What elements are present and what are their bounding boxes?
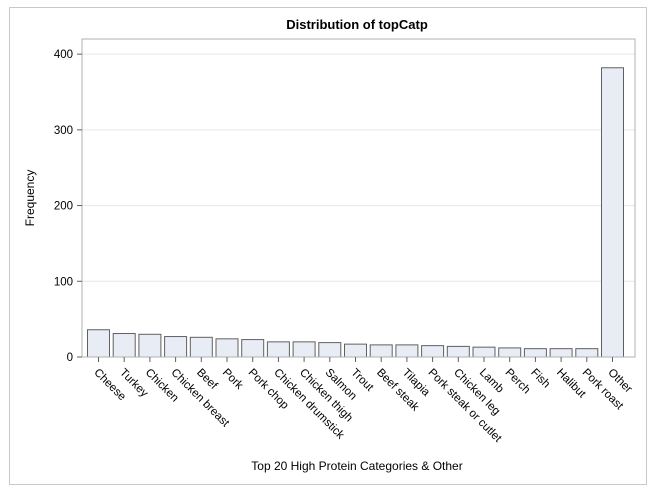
bar-fish bbox=[523, 348, 547, 358]
bar-turkey bbox=[112, 333, 136, 358]
y-tick-label: 0 bbox=[67, 352, 73, 364]
y-axis-ticks: 0 100 200 300 400 bbox=[54, 49, 82, 364]
chart-title: Distribution of topCatp bbox=[286, 17, 428, 32]
bar-chicken-drumstick bbox=[266, 341, 290, 358]
grid-lines bbox=[82, 53, 635, 282]
bar-chicken-leg bbox=[446, 345, 470, 358]
bar-pork-steak-or-cutlet bbox=[421, 345, 445, 358]
bar-chicken-thigh bbox=[292, 341, 316, 358]
bar-salmon bbox=[318, 342, 342, 358]
bar-beef bbox=[189, 336, 213, 358]
bar-perch bbox=[498, 347, 522, 358]
x-category-label: Pork bbox=[220, 367, 245, 392]
bar-chicken-breast bbox=[164, 336, 188, 358]
bar-tilapia bbox=[395, 344, 419, 358]
bar-pork-chop bbox=[241, 339, 265, 358]
bar-cheese bbox=[87, 329, 110, 358]
bar-trout bbox=[344, 343, 367, 358]
bar-other bbox=[601, 67, 624, 358]
bar-beef-steak bbox=[369, 344, 393, 358]
y-tick-label: 100 bbox=[54, 276, 73, 288]
bar-lamb bbox=[472, 346, 496, 358]
bar-pork bbox=[215, 338, 239, 358]
bar-halibut bbox=[549, 348, 573, 358]
x-category-label: Perch bbox=[503, 367, 533, 397]
chart-frame bbox=[9, 7, 647, 485]
bar-chicken bbox=[138, 333, 162, 358]
bars bbox=[87, 67, 624, 358]
y-tick-label: 400 bbox=[54, 49, 73, 61]
y-tick-label: 200 bbox=[54, 201, 73, 213]
plot-area bbox=[81, 38, 636, 358]
y-axis-title: Frequency bbox=[23, 170, 37, 227]
y-tick-label: 300 bbox=[54, 125, 73, 137]
bar-pork-roast bbox=[575, 348, 599, 358]
x-axis-title: Top 20 High Protein Categories & Other bbox=[251, 459, 462, 473]
